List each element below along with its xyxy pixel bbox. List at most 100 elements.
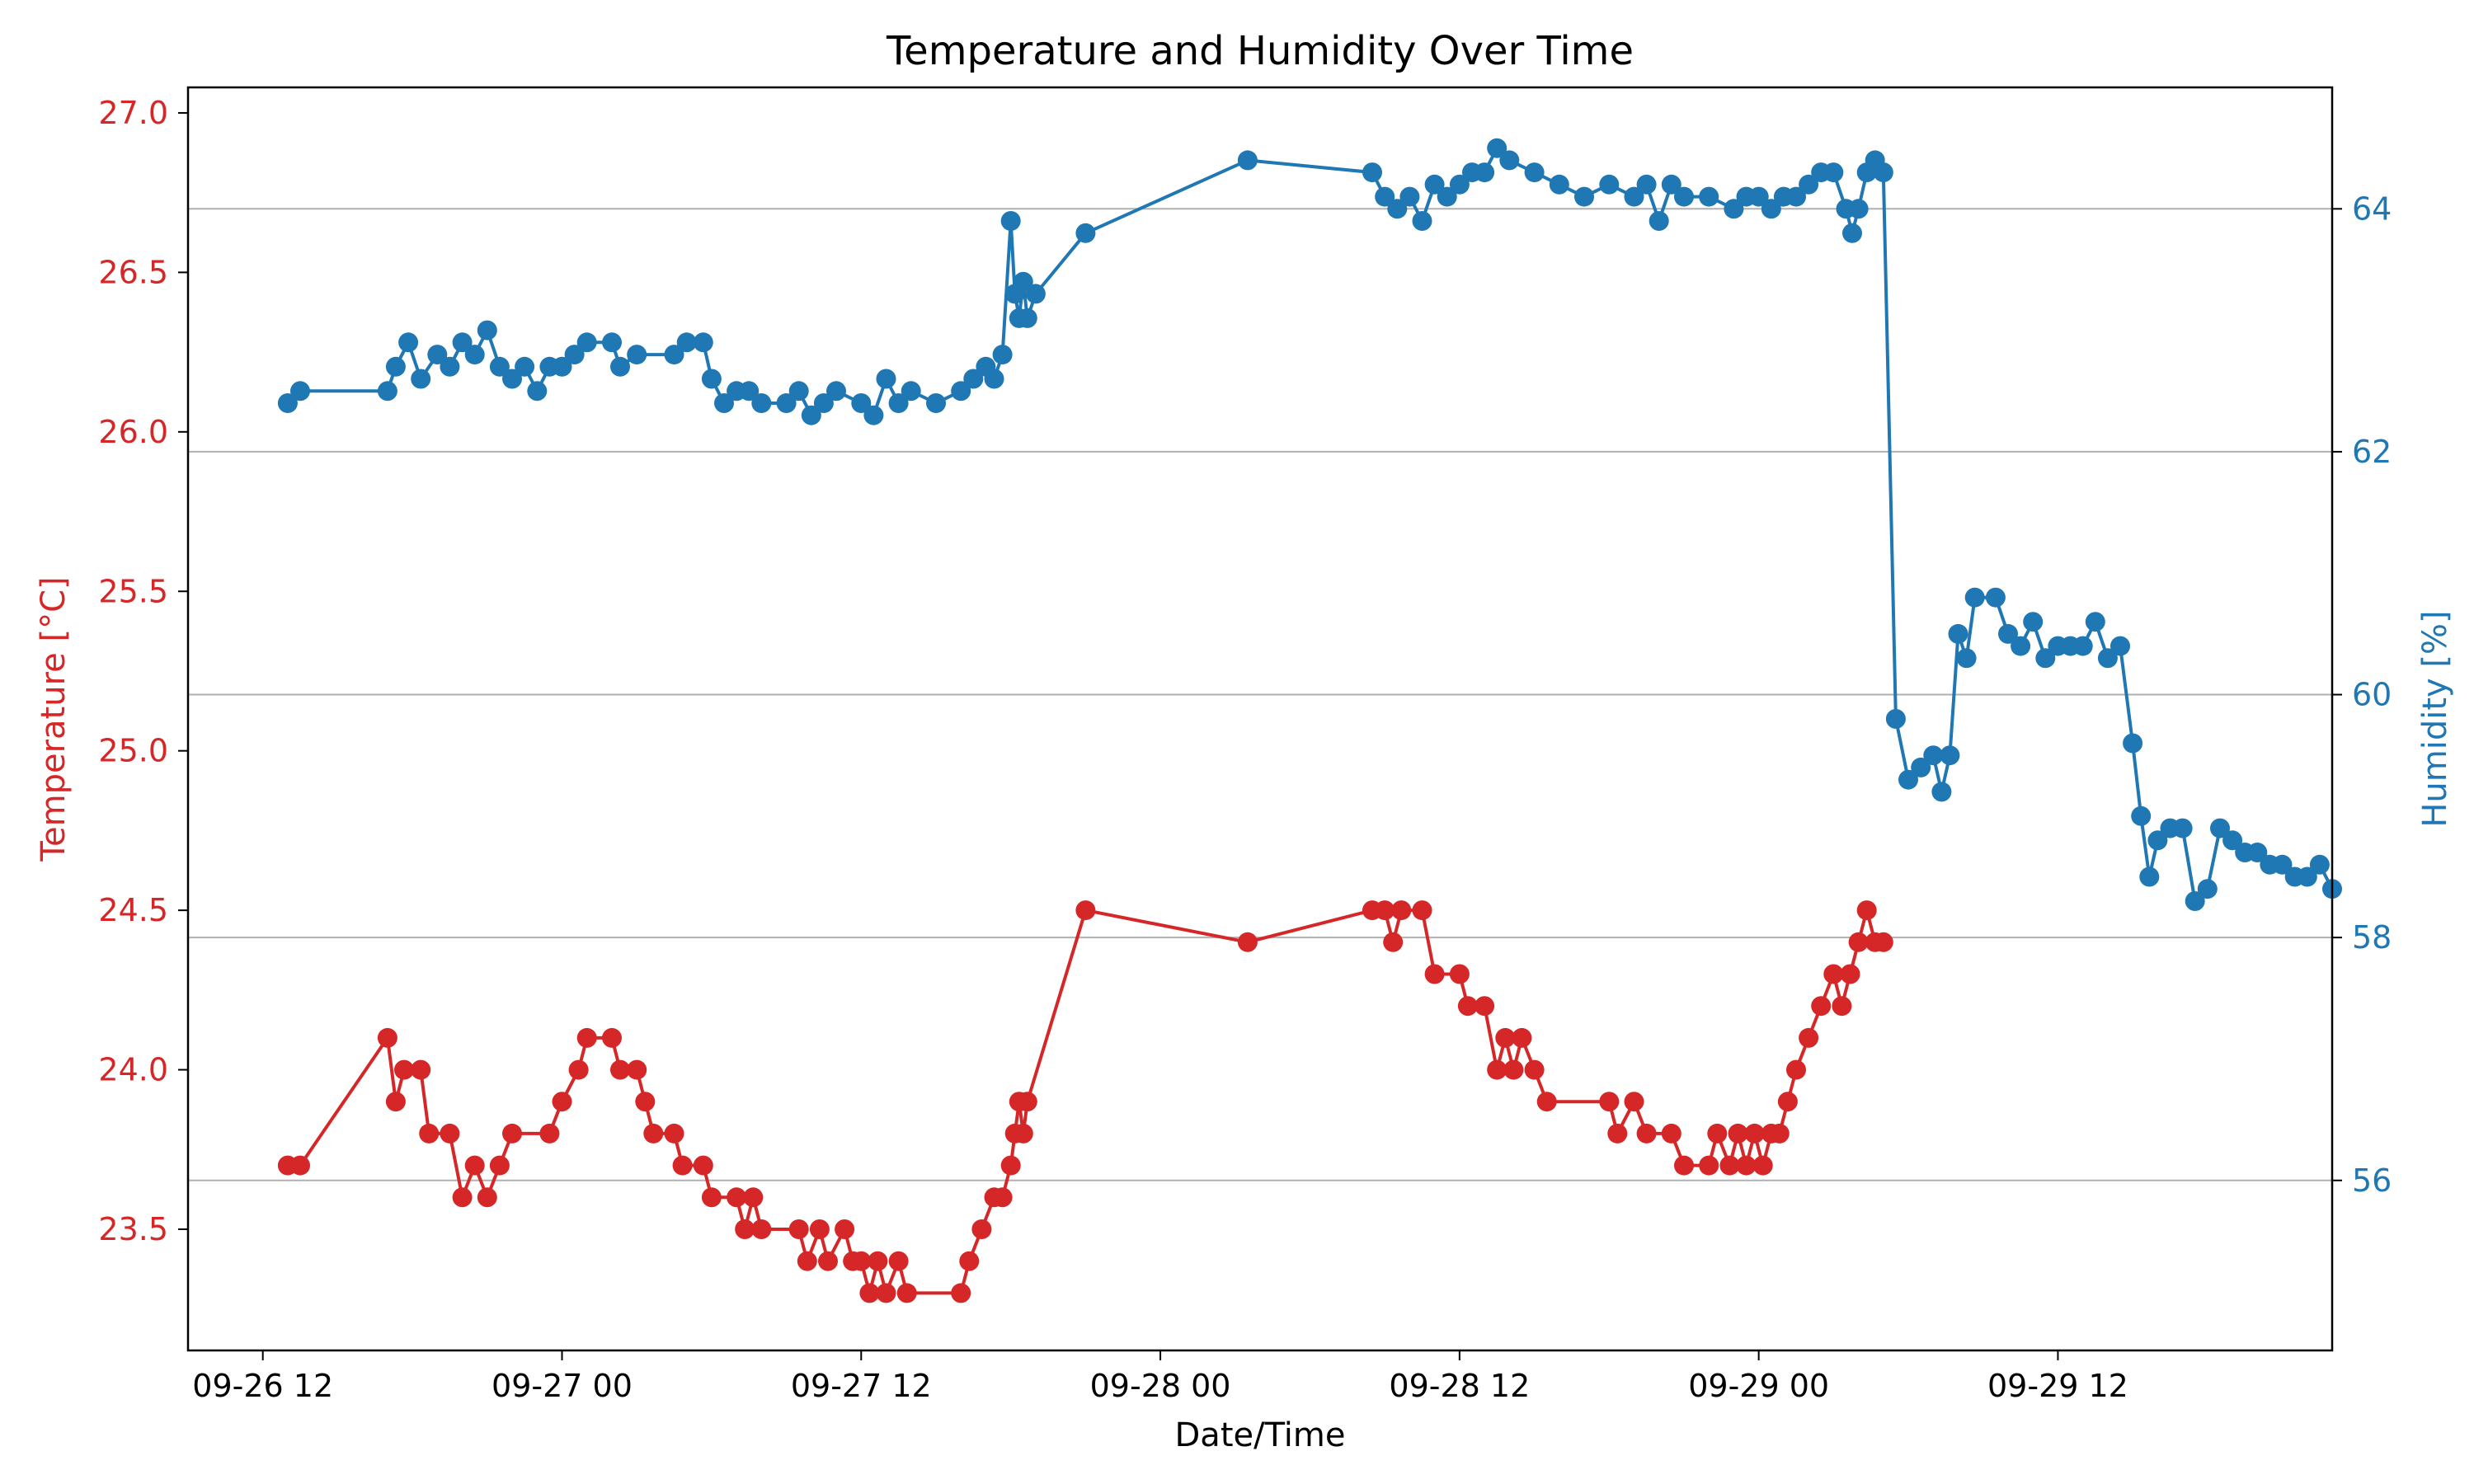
y-right-axis-label: Humidity [%]	[2416, 610, 2454, 827]
humidity-point	[1786, 186, 1806, 207]
humidity-point	[527, 381, 548, 402]
temperature-point	[701, 1187, 722, 1208]
temperature-point	[1017, 1092, 1037, 1112]
humidity-point	[1931, 782, 1952, 802]
humidity-point	[951, 381, 971, 402]
temperature-point	[727, 1187, 747, 1208]
temperature-point	[797, 1251, 817, 1271]
axis-layer: 09-26 12 09-27 00 09-27 12 09-28 00 09-28 12…	[98, 95, 2392, 1404]
humidity-point	[863, 405, 884, 425]
temperature-point	[385, 1092, 406, 1112]
temperature-point	[539, 1123, 560, 1144]
temperature-point	[1799, 1027, 1819, 1048]
temperature-point	[1728, 1123, 1748, 1144]
humidity-point	[1599, 174, 1620, 195]
humidity-point	[610, 356, 630, 377]
temperature-point	[809, 1219, 830, 1239]
humidity-point	[2011, 636, 2031, 656]
temperature-point	[876, 1283, 896, 1303]
humidity-point	[2131, 805, 2152, 826]
temperature-point	[672, 1155, 693, 1176]
temperature-point	[664, 1123, 684, 1144]
humidity-point	[515, 356, 535, 377]
humidity-point	[701, 369, 722, 389]
humidity-point	[1823, 162, 1844, 183]
temperature-point	[552, 1092, 572, 1112]
humidity-point	[2222, 830, 2243, 851]
temperature-point	[1707, 1123, 1728, 1144]
humidity-point	[2123, 733, 2143, 754]
humidity-point	[2272, 854, 2293, 875]
y-left-tick-label-1: 24.0	[98, 1052, 168, 1088]
humidity-point	[464, 345, 485, 365]
temperature-point	[896, 1283, 917, 1303]
temperature-point	[464, 1155, 485, 1176]
humidity-point	[776, 393, 797, 413]
temperature-point	[1000, 1155, 1021, 1176]
temperature-series	[277, 900, 1893, 1303]
humidity-point	[1724, 199, 1744, 219]
temperature-point	[1744, 1123, 1765, 1144]
humidity-point	[1948, 623, 1968, 644]
humidity-point	[801, 405, 821, 425]
temperature-point	[992, 1187, 1013, 1208]
y-left-tick-label-0: 23.5	[98, 1211, 168, 1247]
temperature-point	[1699, 1155, 1719, 1176]
humidity-point	[1923, 745, 1944, 766]
humidity-point	[1524, 162, 1545, 183]
x-axis-label: Date/Time	[1175, 1416, 1346, 1454]
humidity-point	[1624, 186, 1644, 207]
humidity-point	[1075, 223, 1096, 243]
plot-frame	[186, 86, 2334, 1352]
temperature-point	[1811, 996, 1832, 1017]
temperature-point	[1449, 964, 1470, 984]
temperature-point	[951, 1283, 971, 1303]
humidity-point	[693, 332, 713, 353]
humidity-point	[2309, 854, 2330, 875]
humidity-point	[2139, 866, 2160, 887]
humidity-point	[1499, 150, 1520, 171]
temperature-point	[1661, 1123, 1681, 1144]
humidity-point	[901, 381, 921, 402]
humidity-point	[2210, 818, 2230, 838]
humidity-point	[676, 332, 697, 353]
x-tick-label-4: 09-28 12	[1389, 1368, 1530, 1404]
humidity-point	[1898, 769, 1918, 790]
humidity-point	[1911, 757, 1931, 777]
temperature-point	[1237, 932, 1258, 952]
humidity-point	[826, 381, 846, 402]
y-right-tick-label-1: 58	[2352, 919, 2392, 956]
humidity-point	[1940, 745, 1960, 766]
humidity-point	[1661, 174, 1681, 195]
humidity-point	[1437, 186, 1457, 207]
humidity-point	[1424, 174, 1445, 195]
temperature-point	[1495, 1027, 1516, 1048]
humidity-point	[888, 393, 909, 413]
temperature-point	[502, 1123, 522, 1144]
temperature-point	[1769, 1123, 1790, 1144]
humidity-point	[1998, 623, 2018, 644]
humidity-point	[502, 369, 522, 389]
humidity-point	[2147, 830, 2168, 851]
humidity-point	[1025, 284, 1046, 304]
humidity-point	[1649, 211, 1669, 231]
humidity-point	[1399, 186, 1420, 207]
humidity-point	[1362, 162, 1382, 183]
humidity-point	[1636, 174, 1657, 195]
temperature-point	[1624, 1092, 1644, 1112]
humidity-point	[2110, 636, 2130, 656]
humidity-point	[1237, 150, 1258, 171]
humidity-point	[2185, 891, 2205, 911]
temperature-point	[1848, 932, 1869, 952]
temperature-point	[1412, 900, 1432, 921]
temperature-point	[959, 1251, 980, 1271]
grid-layer	[188, 208, 2332, 1181]
humidity-point	[1761, 199, 1781, 219]
temperature-point	[643, 1123, 664, 1144]
humidity-series	[277, 138, 2342, 911]
humidity-point	[2297, 866, 2317, 887]
temperature-point	[627, 1059, 647, 1080]
humidity-point	[2247, 843, 2268, 862]
temperature-point	[1375, 900, 1395, 921]
